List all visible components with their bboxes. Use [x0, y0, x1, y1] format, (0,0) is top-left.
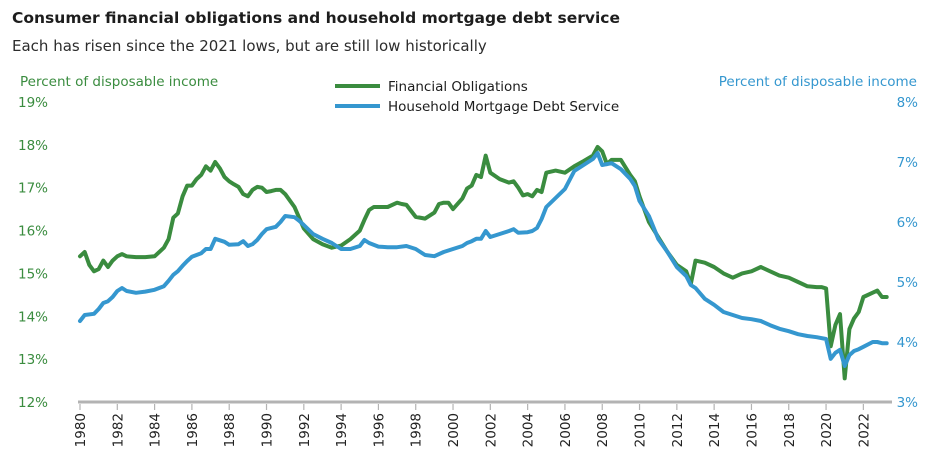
chart-subtitle: Each has risen since the 2021 lows, but …: [12, 37, 487, 55]
x-tick-label: 2006: [558, 413, 574, 447]
legend: Financial Obligations Household Mortgage…: [335, 79, 619, 115]
right-tick-label: 8%: [897, 95, 919, 111]
x-tick-label: 1992: [297, 413, 313, 447]
legend-label-financial-obligations: Financial Obligations: [388, 79, 528, 95]
x-tick-label: 2018: [782, 413, 798, 447]
right-axis-ticks: 3% 4% 5% 6% 7% 8%: [897, 95, 919, 411]
left-tick-label: 12%: [18, 395, 48, 411]
right-tick-label: 4%: [897, 335, 919, 351]
left-tick-label: 18%: [18, 138, 48, 154]
x-tick-label: 1990: [260, 413, 276, 447]
x-tick-label: 1996: [371, 413, 387, 447]
x-tick-label: 2002: [483, 413, 499, 447]
chart-title: Consumer financial obligations and house…: [12, 9, 621, 27]
x-tick-label: 1984: [148, 413, 164, 447]
x-tick-label: 2004: [521, 413, 537, 447]
x-tick-label: 1982: [110, 413, 126, 447]
left-axis-ticks: 12% 13% 14% 15% 16% 17% 18% 19%: [18, 95, 48, 411]
right-tick-label: 3%: [897, 395, 919, 411]
left-tick-label: 14%: [18, 309, 48, 325]
x-tick-label: 1988: [222, 413, 238, 447]
right-tick-label: 5%: [897, 275, 919, 291]
left-tick-label: 16%: [18, 224, 48, 240]
left-tick-label: 13%: [18, 352, 48, 368]
x-axis-ticks: 1980 1982 1984 1986 1988 1990 1992 1994 1996 1998…: [73, 404, 872, 447]
x-tick-label: 1998: [409, 413, 425, 447]
x-tick-label: 2020: [819, 413, 835, 447]
left-axis-label: Percent of disposable income: [20, 74, 218, 90]
legend-label-mortgage-debt-service: Household Mortgage Debt Service: [388, 99, 619, 115]
series-layer: [78, 145, 889, 381]
x-tick-label: 1994: [334, 413, 350, 447]
x-tick-label: 1980: [73, 413, 89, 447]
x-tick-label: 2016: [744, 413, 760, 447]
right-tick-label: 7%: [897, 155, 919, 171]
x-tick-label: 2010: [633, 413, 649, 447]
series-line-financial-obligations: [78, 145, 889, 381]
right-axis-label: Percent of disposable income: [719, 74, 917, 90]
left-tick-label: 17%: [18, 181, 48, 197]
x-tick-label: 2000: [446, 413, 462, 447]
left-tick-label: 19%: [18, 95, 48, 111]
x-tick-label: 2012: [670, 413, 686, 447]
x-tick-label: 2008: [595, 413, 611, 447]
right-tick-label: 6%: [897, 215, 919, 231]
x-tick-label: 2014: [707, 413, 723, 447]
x-tick-label: 2022: [856, 413, 872, 447]
x-tick-label: 1986: [185, 413, 201, 447]
left-tick-label: 15%: [18, 266, 48, 282]
series-line-household-mortgage-debt-service: [78, 151, 889, 368]
